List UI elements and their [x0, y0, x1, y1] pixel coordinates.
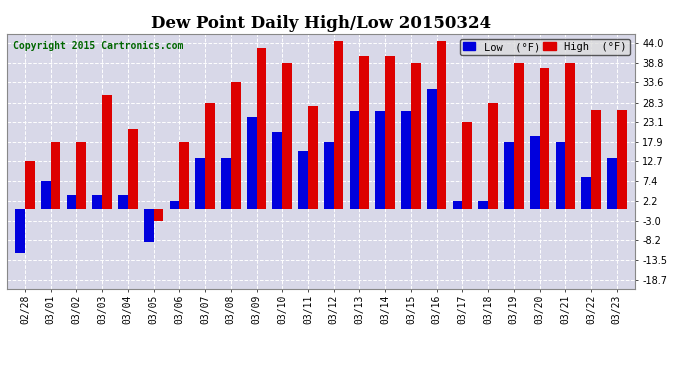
Bar: [102, 95, 112, 209]
Bar: [359, 56, 369, 209]
Bar: [257, 48, 266, 209]
Bar: [555, 142, 565, 209]
Bar: [324, 142, 334, 209]
Bar: [195, 158, 205, 209]
Bar: [144, 209, 154, 242]
Bar: [298, 151, 308, 209]
Bar: [504, 142, 514, 209]
Bar: [221, 158, 230, 209]
Bar: [334, 41, 344, 209]
Bar: [128, 129, 137, 209]
Bar: [530, 136, 540, 209]
Bar: [15, 209, 25, 253]
Bar: [179, 142, 189, 209]
Title: Dew Point Daily High/Low 20150324: Dew Point Daily High/Low 20150324: [151, 15, 491, 32]
Bar: [462, 122, 472, 209]
Bar: [154, 209, 164, 221]
Bar: [67, 195, 77, 209]
Bar: [581, 177, 591, 209]
Bar: [591, 111, 601, 209]
Bar: [401, 111, 411, 209]
Bar: [247, 117, 257, 209]
Bar: [478, 201, 488, 209]
Bar: [375, 111, 385, 209]
Bar: [25, 162, 34, 209]
Bar: [411, 63, 421, 209]
Bar: [453, 201, 462, 209]
Bar: [565, 63, 575, 209]
Bar: [230, 82, 241, 209]
Bar: [514, 63, 524, 209]
Bar: [282, 63, 292, 209]
Bar: [540, 68, 549, 209]
Bar: [427, 88, 437, 209]
Bar: [50, 142, 61, 209]
Bar: [437, 41, 446, 209]
Text: Copyright 2015 Cartronics.com: Copyright 2015 Cartronics.com: [13, 41, 184, 51]
Bar: [77, 142, 86, 209]
Bar: [385, 56, 395, 209]
Bar: [607, 158, 617, 209]
Bar: [170, 201, 179, 209]
Bar: [617, 111, 627, 209]
Bar: [308, 105, 318, 209]
Bar: [488, 102, 498, 209]
Bar: [205, 102, 215, 209]
Bar: [92, 195, 102, 209]
Bar: [41, 182, 50, 209]
Legend: Low  (°F), High  (°F): Low (°F), High (°F): [460, 39, 629, 55]
Bar: [273, 132, 282, 209]
Bar: [118, 195, 128, 209]
Bar: [350, 111, 359, 209]
